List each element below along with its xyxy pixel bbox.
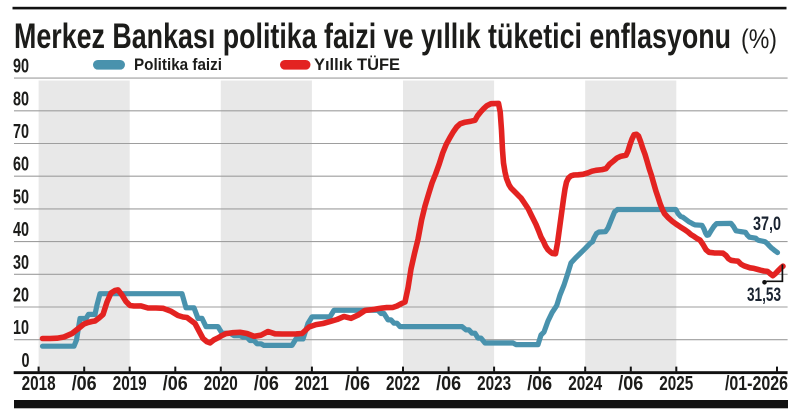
svg-text:31,53: 31,53 xyxy=(747,285,781,306)
svg-text:/06: /06 xyxy=(345,373,370,395)
svg-text:2025: 2025 xyxy=(659,373,693,395)
svg-text:/06: /06 xyxy=(618,373,643,395)
svg-text:/01-2026: /01-2026 xyxy=(725,373,788,395)
svg-text:/06: /06 xyxy=(72,373,97,395)
svg-text:0: 0 xyxy=(22,350,30,372)
svg-text:Politika faizi: Politika faizi xyxy=(134,56,222,74)
svg-text:2024: 2024 xyxy=(568,373,603,395)
svg-text:Yıllık TÜFE: Yıllık TÜFE xyxy=(314,55,400,74)
svg-text:(%): (%) xyxy=(741,24,777,54)
svg-text:60: 60 xyxy=(13,154,29,176)
svg-text:/06: /06 xyxy=(527,373,552,395)
svg-text:2018: 2018 xyxy=(22,373,56,395)
svg-text:30: 30 xyxy=(13,252,29,274)
svg-text:90: 90 xyxy=(13,56,29,78)
svg-text:Merkez Bankası politika faizi: Merkez Bankası politika faizi ve yıllık … xyxy=(14,16,731,56)
svg-text:20: 20 xyxy=(13,285,29,307)
svg-text:/06: /06 xyxy=(436,373,461,395)
svg-text:2021: 2021 xyxy=(295,373,329,395)
svg-text:70: 70 xyxy=(13,121,29,143)
svg-text:80: 80 xyxy=(13,88,29,110)
svg-text:/06: /06 xyxy=(163,373,188,395)
svg-text:2023: 2023 xyxy=(477,373,511,395)
svg-text:37,0: 37,0 xyxy=(753,214,781,235)
svg-text:2019: 2019 xyxy=(113,373,147,395)
svg-text:40: 40 xyxy=(13,219,29,241)
svg-text:10: 10 xyxy=(13,317,29,339)
svg-text:2022: 2022 xyxy=(386,373,420,395)
svg-text:2020: 2020 xyxy=(204,373,238,395)
svg-text:50: 50 xyxy=(13,186,29,208)
svg-text:/06: /06 xyxy=(254,373,279,395)
